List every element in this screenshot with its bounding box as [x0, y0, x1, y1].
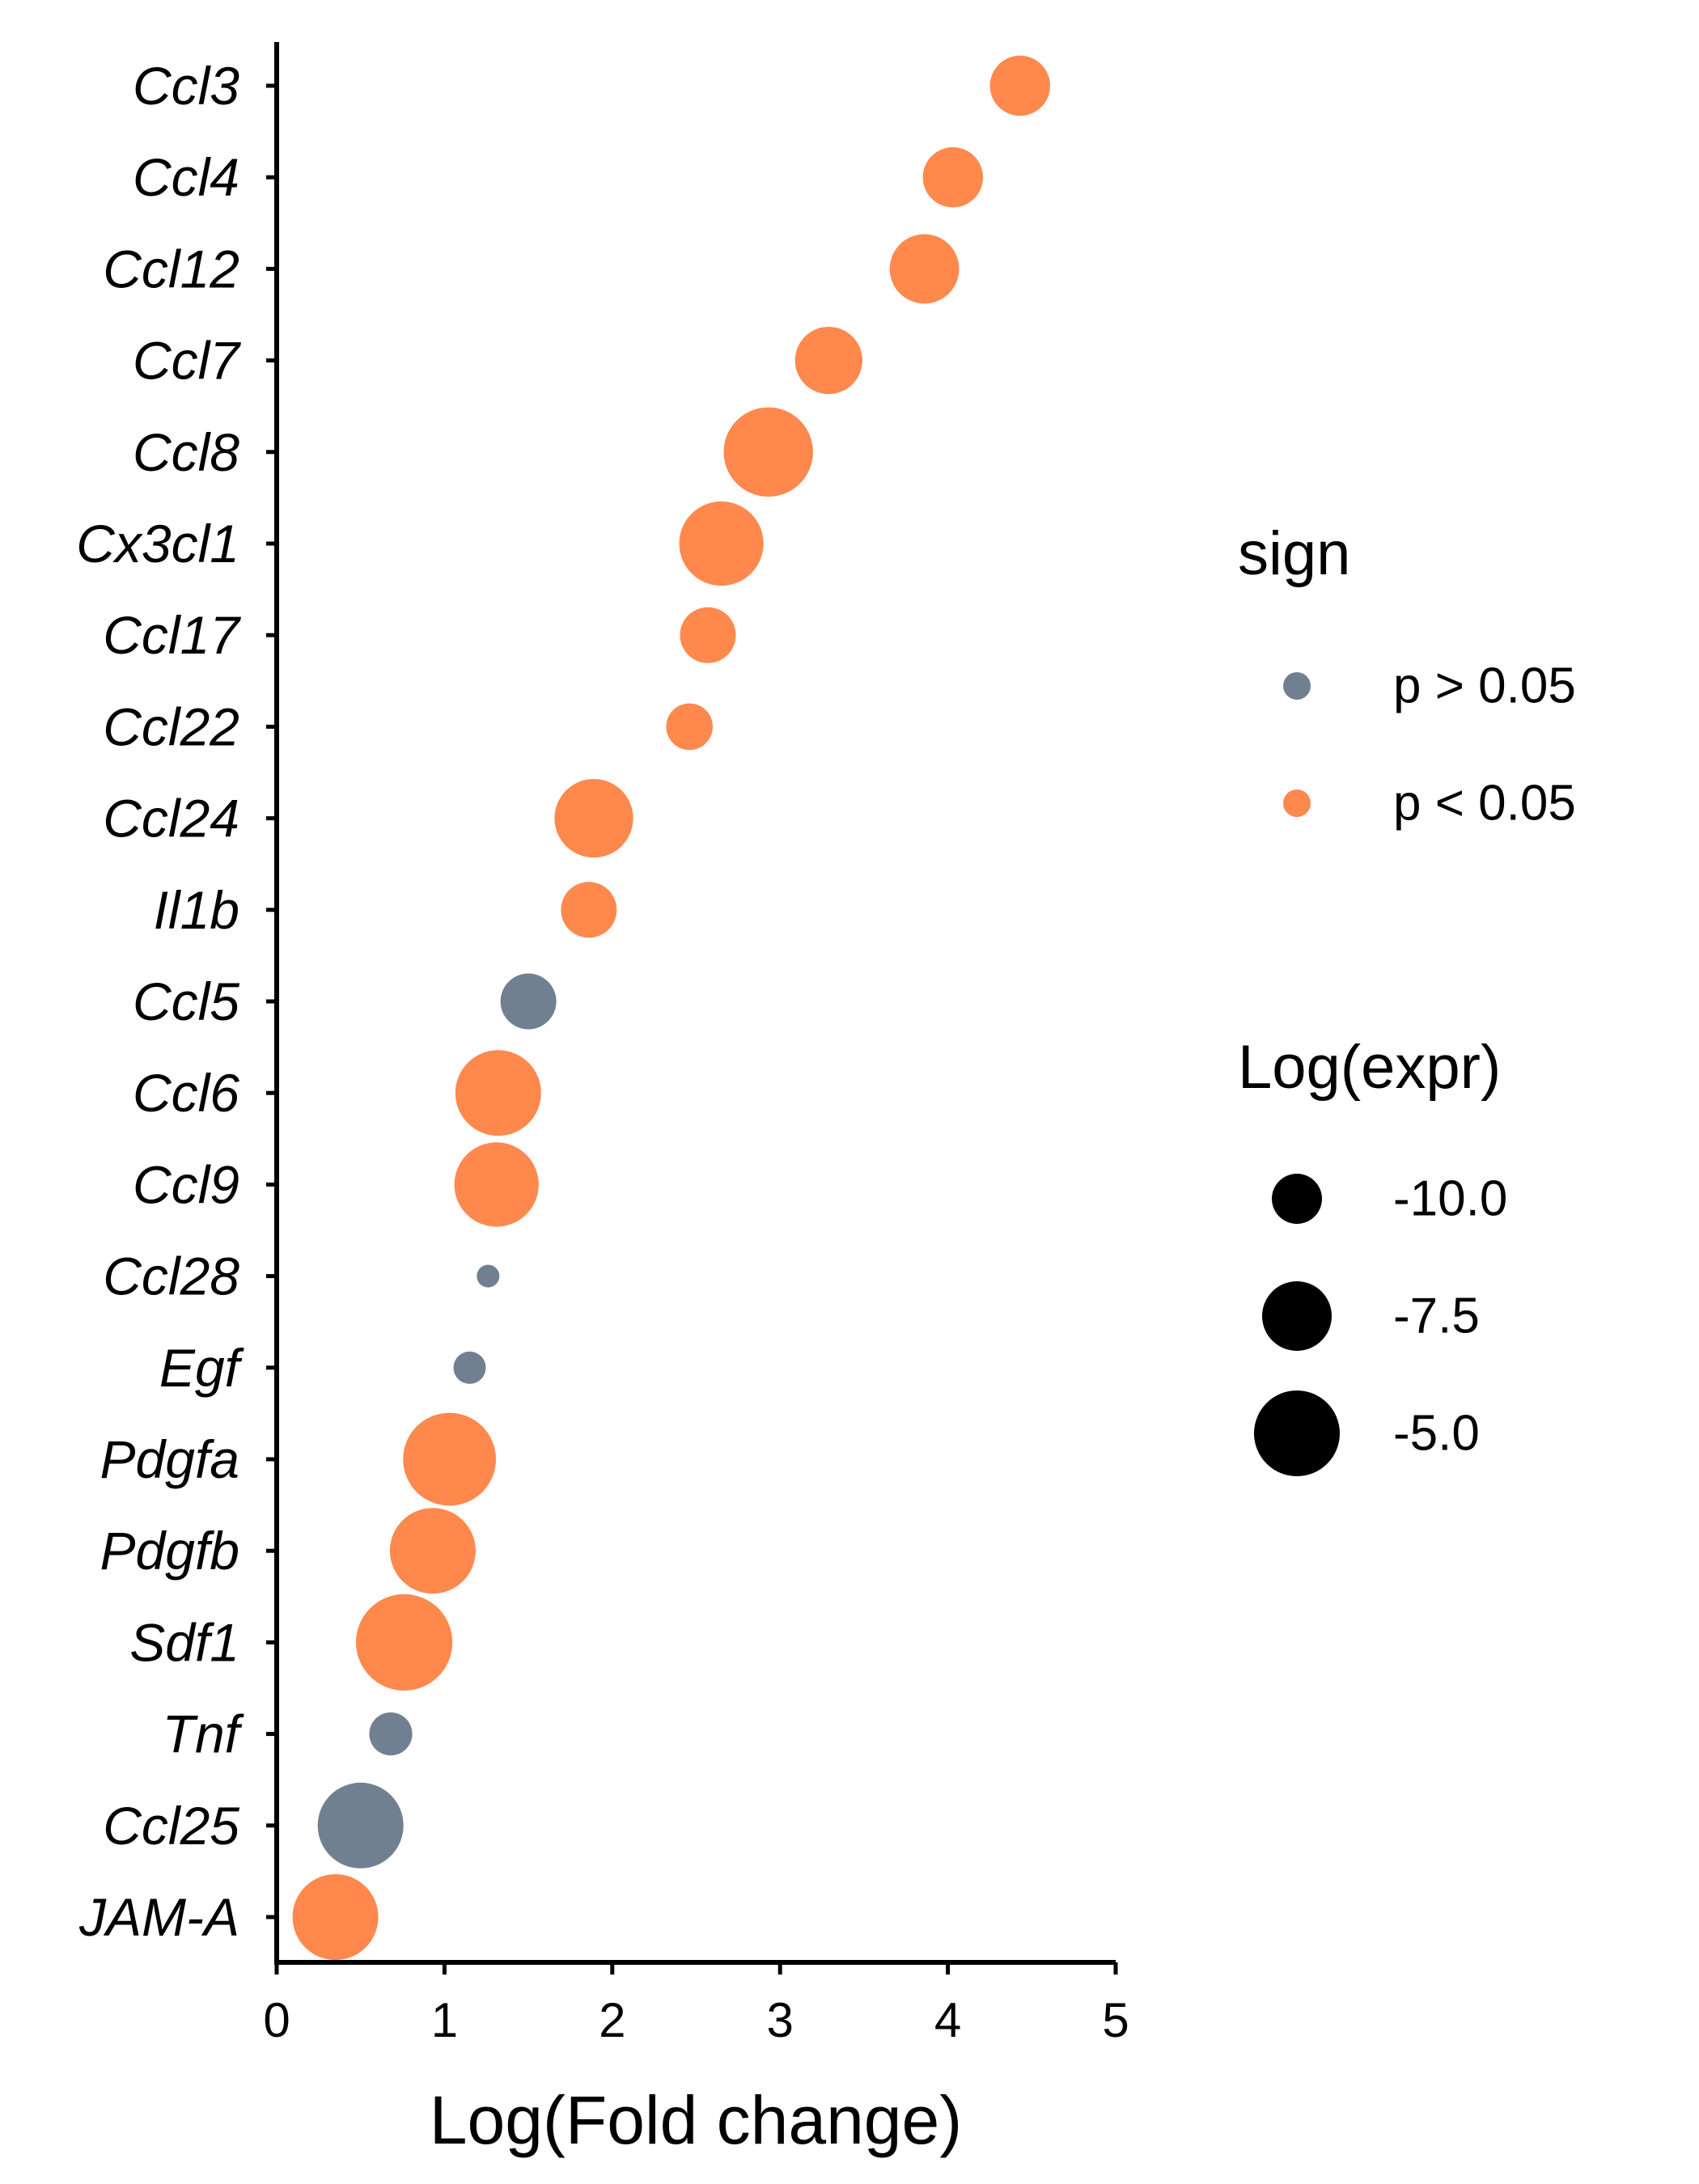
- point-egf: [453, 1351, 486, 1384]
- point-ccl28: [477, 1264, 500, 1288]
- size-key-medium: [1262, 1281, 1332, 1351]
- size-legend-title: Log(expr): [1238, 1033, 1501, 1102]
- gene-label-ccl24: Ccl24: [103, 789, 239, 849]
- point-ccl12: [889, 234, 960, 304]
- gene-label-ccl12: Ccl12: [103, 239, 239, 298]
- gene-label-ccl3: Ccl3: [133, 56, 239, 116]
- x-tick-label: 4: [934, 1993, 961, 2047]
- point-ccl22: [666, 703, 713, 751]
- point-tnf: [369, 1712, 413, 1756]
- gene-label-pdgfa: Pdgfa: [100, 1429, 239, 1489]
- point-ccl24: [554, 779, 633, 858]
- x-axis-title: Log(Fold change): [430, 2082, 962, 2158]
- size-label-large: -5.0: [1393, 1406, 1480, 1462]
- gene-label-il1b: Il1b: [154, 880, 239, 940]
- point-jam-a: [292, 1874, 379, 1960]
- gene-label-tnf: Tnf: [163, 1704, 245, 1764]
- gene-label-ccl4: Ccl4: [133, 147, 239, 207]
- point-cx3cl1: [679, 501, 764, 586]
- gene-label-ccl25: Ccl25: [103, 1796, 239, 1856]
- plot-marks: [292, 55, 1051, 1960]
- gene-label-ccl9: Ccl9: [133, 1154, 239, 1214]
- size-label-medium: -7.5: [1393, 1289, 1480, 1344]
- size-key-small: [1272, 1174, 1322, 1224]
- x-tick-label: 2: [599, 1993, 625, 2047]
- x-axis-ticks: 0 1 2 3 4 5: [263, 1962, 1129, 2047]
- gene-label-ccl22: Ccl22: [103, 696, 239, 756]
- color-legend-title: sign: [1238, 519, 1350, 588]
- gene-label-pdgfb: Pdgfb: [100, 1521, 239, 1581]
- point-il1b: [561, 882, 617, 938]
- legend-key-p-above: [1283, 672, 1311, 700]
- gene-label-ccl8: Ccl8: [133, 422, 239, 482]
- gene-label-jam-a: JAM-A: [78, 1887, 239, 1947]
- gene-label-ccl7: Ccl7: [133, 331, 241, 391]
- gene-label-ccl17: Ccl17: [103, 605, 241, 665]
- point-ccl9: [454, 1142, 539, 1227]
- legend-label-p-below: p < 0.05: [1393, 776, 1576, 832]
- x-tick-label: 5: [1102, 1993, 1129, 2047]
- point-ccl3: [989, 55, 1051, 116]
- y-axis-ticks: Ccl3 Ccl4 Ccl12 Ccl7 Ccl8 Cx3cl1 Ccl17 Ccl22 Ccl…: [76, 56, 277, 1947]
- point-ccl17: [680, 607, 736, 663]
- point-ccl25: [317, 1782, 404, 1869]
- x-tick-label: 3: [767, 1993, 794, 2047]
- point-pdgfb: [389, 1508, 476, 1594]
- gene-label-ccl5: Ccl5: [133, 971, 239, 1031]
- point-ccl4: [922, 147, 984, 208]
- legend-label-p-above: p > 0.05: [1393, 658, 1576, 714]
- point-pdgfa: [403, 1412, 496, 1506]
- x-tick-label: 1: [431, 1993, 458, 2047]
- point-ccl6: [455, 1050, 541, 1136]
- gene-label-ccl28: Ccl28: [103, 1246, 239, 1306]
- gene-label-egf: Egf: [159, 1338, 245, 1398]
- gene-label-ccl6: Ccl6: [133, 1063, 239, 1123]
- x-tick-label: 0: [263, 1993, 290, 2047]
- size-legend: Log(expr) -10.0 -7.5 -5.0: [1238, 1033, 1507, 1476]
- point-ccl7: [794, 327, 862, 395]
- point-sdf1: [356, 1594, 453, 1691]
- color-legend: sign p > 0.05 p < 0.05: [1238, 519, 1576, 832]
- gene-label-sdf1: Sdf1: [129, 1612, 239, 1672]
- gene-label-cx3cl1: Cx3cl1: [76, 514, 239, 574]
- size-key-large: [1254, 1390, 1340, 1476]
- point-ccl5: [500, 973, 557, 1030]
- point-ccl8: [723, 407, 813, 497]
- legend-key-p-below: [1283, 789, 1311, 817]
- size-label-small: -10.0: [1393, 1171, 1507, 1227]
